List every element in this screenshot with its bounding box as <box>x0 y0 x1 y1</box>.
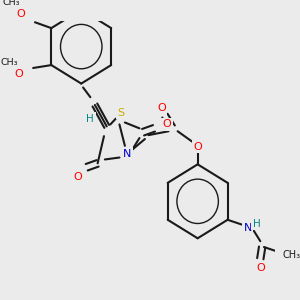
Text: N: N <box>122 148 131 159</box>
Text: O: O <box>256 263 265 273</box>
Text: O: O <box>14 69 23 79</box>
Text: CH₃: CH₃ <box>282 250 300 260</box>
Text: O: O <box>73 172 82 182</box>
Text: O: O <box>157 103 166 113</box>
Text: CH₃: CH₃ <box>3 0 20 7</box>
Text: H: H <box>253 219 260 229</box>
Text: H: H <box>86 114 94 124</box>
Text: N: N <box>243 223 252 232</box>
Text: S: S <box>118 108 125 118</box>
Text: CH₃: CH₃ <box>1 58 18 67</box>
Text: O: O <box>193 142 202 152</box>
Text: O: O <box>162 119 171 129</box>
Text: O: O <box>16 10 25 20</box>
